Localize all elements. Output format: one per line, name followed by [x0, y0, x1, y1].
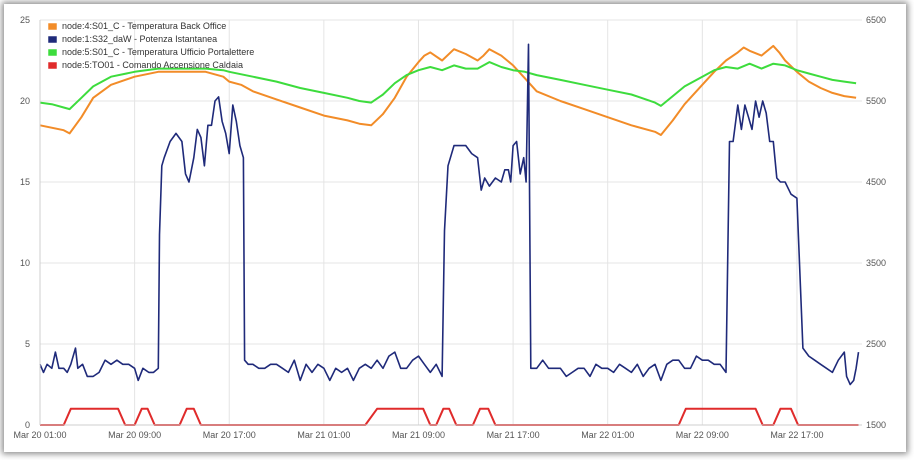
- legend-label-1: node:1:S32_daW - Potenza Istantanea: [62, 34, 217, 44]
- chart-frame: 0 5 10 15 20 25 1500 2500 3500 4500 5500 6500 Mar 20…: [4, 4, 906, 452]
- legend-swatch-1: [47, 35, 58, 44]
- legend-swatch-2: [47, 48, 58, 57]
- series-line-2: [39, 61, 857, 111]
- x-tick-label: Mar 21 09:00: [392, 430, 445, 440]
- legend-label-3: node:5:TO01 - Comando Accensione Caldaia: [62, 60, 243, 70]
- y-right-tick-label: 2500: [866, 339, 886, 349]
- series-line-0: [39, 44, 857, 136]
- legend: node:4:S01_C - Temperatura Back Office no…: [47, 21, 254, 70]
- y-left-tick-label: 20: [20, 96, 30, 106]
- y-left-tick-label: 10: [20, 258, 30, 268]
- series-line-1: [39, 43, 860, 386]
- axes: 0 5 10 15 20 25 1500 2500 3500 4500 5500 6500 Mar 20…: [13, 15, 886, 440]
- legend-swatch-3: [47, 61, 58, 70]
- y-right-tick-label: 1500: [866, 420, 886, 430]
- legend-swatch-0: [47, 22, 58, 31]
- legend-label-0: node:4:S01_C - Temperatura Back Office: [62, 21, 226, 31]
- y-left-tick-label: 15: [20, 177, 30, 187]
- grid: [39, 19, 862, 426]
- line-chart: 0 5 10 15 20 25 1500 2500 3500 4500 5500 6500 Mar 20…: [13, 15, 886, 440]
- x-tick-label: Mar 20 01:00: [13, 430, 66, 440]
- x-tick-label: Mar 21 01:00: [297, 430, 350, 440]
- y-left-tick-label: 5: [25, 339, 30, 349]
- x-tick-label: Mar 20 09:00: [108, 430, 161, 440]
- y-right-tick-label: 3500: [866, 258, 886, 268]
- y-left-tick-label: 0: [25, 420, 30, 430]
- x-tick-label: Mar 20 17:00: [203, 430, 256, 440]
- y-right-tick-label: 6500: [866, 15, 886, 25]
- y-right-tick-label: 5500: [866, 96, 886, 106]
- y-right-tick-label: 4500: [866, 177, 886, 187]
- x-tick-label: Mar 22 01:00: [581, 430, 634, 440]
- x-tick-label: Mar 22 17:00: [770, 430, 823, 440]
- legend-label-2: node:5:S01_C - Temperatura Ufficio Porta…: [62, 47, 254, 57]
- series-line-3: [40, 407, 859, 426]
- x-tick-label: Mar 22 09:00: [676, 430, 729, 440]
- y-left-tick-label: 25: [20, 15, 30, 25]
- series-layer: [39, 43, 860, 426]
- x-tick-label: Mar 21 17:00: [487, 430, 540, 440]
